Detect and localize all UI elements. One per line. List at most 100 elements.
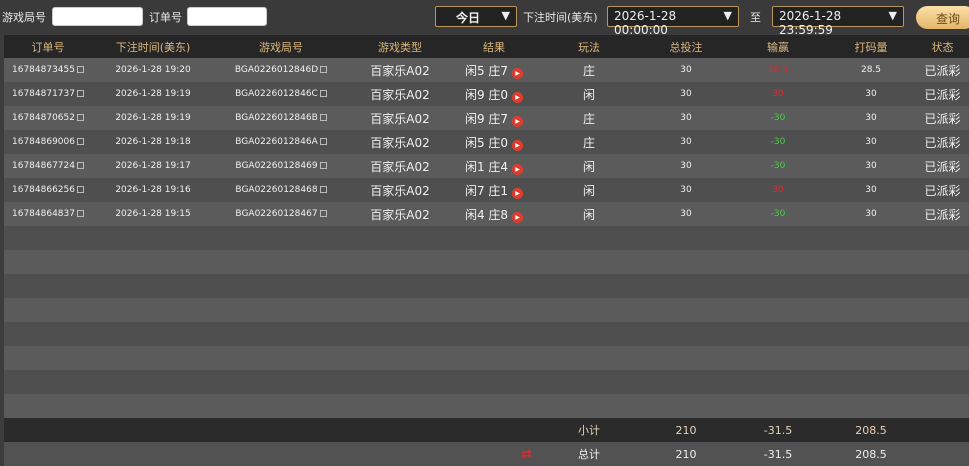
period-select[interactable]: 今日 ▼ xyxy=(435,6,517,27)
game-id: BGA02260128469 xyxy=(235,161,318,171)
end-time-select[interactable]: 2026-1-28 23:59:59 ▼ xyxy=(772,6,904,37)
bet-type: 庄 xyxy=(536,130,642,154)
subtotal-bet: 210 xyxy=(642,418,730,442)
game-id-input[interactable] xyxy=(52,7,143,26)
play-replay-icon[interactable]: ▶ xyxy=(512,91,524,103)
play-replay-icon[interactable]: ▶ xyxy=(512,187,524,199)
total-bet: 30 xyxy=(642,154,730,178)
copy-icon[interactable] xyxy=(77,210,84,217)
subtotal-row: 小计 210 -31.5 208.5 xyxy=(4,418,969,442)
copy-icon[interactable] xyxy=(77,114,84,121)
bet-type: 闲 xyxy=(536,202,642,226)
status: 已派彩 xyxy=(916,154,969,178)
play-replay-icon[interactable]: ▶ xyxy=(512,139,524,151)
win-loss: 28.5 xyxy=(730,58,826,82)
empty-row xyxy=(4,346,969,370)
result: 闲5 庄7 xyxy=(464,63,509,78)
column-header: 结果 xyxy=(452,35,536,58)
copy-icon[interactable] xyxy=(319,186,327,193)
period-value: 今日 xyxy=(455,11,480,25)
refresh-icon[interactable]: ⇄ xyxy=(521,446,532,462)
game-id: BGA0226012846A xyxy=(235,137,318,147)
turnover: 30 xyxy=(826,154,916,178)
to-label: 至 xyxy=(750,11,761,24)
win-loss: -30 xyxy=(730,130,826,154)
chevron-down-icon: ▼ xyxy=(723,9,732,22)
game-id: BGA0226012846B xyxy=(235,113,318,123)
bet-time: 2026-1-28 19:17 xyxy=(92,154,214,178)
chevron-down-icon: ▼ xyxy=(501,9,510,22)
filter-bar: 游戏局号 订单号 今日 ▼ 下注时间(美东) 2026-1-28 00:00:00… xyxy=(0,0,969,37)
play-replay-icon[interactable]: ▶ xyxy=(512,163,524,175)
query-button[interactable]: 查询 xyxy=(916,6,969,29)
bet-records-table: 订单号 下注时间(美东) 游戏局号 游戏类型 结果 玩法 总投注 输赢 打码量 状态 167848… xyxy=(4,35,969,466)
play-replay-icon[interactable]: ▶ xyxy=(512,115,524,127)
time-label: 下注时间(美东) xyxy=(523,11,598,24)
turnover: 30 xyxy=(826,130,916,154)
start-time-select[interactable]: 2026-1-28 00:00:00 ▼ xyxy=(607,6,739,37)
table-row: 16784864837 2026-1-28 19:15 BGA022601284… xyxy=(4,202,969,226)
copy-icon[interactable] xyxy=(77,90,84,97)
game-type: 百家乐A02 xyxy=(348,130,452,154)
copy-icon[interactable] xyxy=(77,162,84,169)
empty-row xyxy=(4,274,969,298)
empty-row xyxy=(4,370,969,394)
status: 已派彩 xyxy=(916,178,969,202)
order-number: 16784870652 xyxy=(12,113,75,123)
result: 闲7 庄1 xyxy=(464,183,509,198)
game-type: 百家乐A02 xyxy=(348,202,452,226)
order-number: 16784871737 xyxy=(12,89,75,99)
copy-icon[interactable] xyxy=(77,186,84,193)
total-win: -31.5 xyxy=(730,442,826,466)
table-row: 16784866256 2026-1-28 19:16 BGA022601284… xyxy=(4,178,969,202)
column-header: 游戏类型 xyxy=(348,35,452,58)
copy-icon[interactable] xyxy=(319,114,327,121)
copy-icon[interactable] xyxy=(319,90,327,97)
bet-type: 闲 xyxy=(536,178,642,202)
order-input[interactable] xyxy=(187,7,267,26)
end-time-value: 2026-1-28 23:59:59 xyxy=(779,9,842,37)
table-row: 16784871737 2026-1-28 19:19 BGA022601284… xyxy=(4,82,969,106)
game-id-label: 游戏局号 xyxy=(2,11,46,24)
bet-time: 2026-1-28 19:16 xyxy=(92,178,214,202)
total-label: 总计 xyxy=(536,442,642,466)
game-id: BGA02260128467 xyxy=(235,209,318,219)
copy-icon[interactable] xyxy=(319,210,327,217)
bet-time: 2026-1-28 19:19 xyxy=(92,82,214,106)
column-header: 玩法 xyxy=(536,35,642,58)
game-id: BGA02260128468 xyxy=(235,185,318,195)
total-bet: 210 xyxy=(642,442,730,466)
play-replay-icon[interactable]: ▶ xyxy=(512,67,524,79)
turnover: 28.5 xyxy=(826,58,916,82)
bet-time: 2026-1-28 19:18 xyxy=(92,130,214,154)
table-row: 16784867724 2026-1-28 19:17 BGA022601284… xyxy=(4,154,969,178)
bet-type: 闲 xyxy=(536,154,642,178)
empty-row xyxy=(4,250,969,274)
table-row: 16784870652 2026-1-28 19:19 BGA022601284… xyxy=(4,106,969,130)
column-header: 游戏局号 xyxy=(214,35,348,58)
subtotal-label: 小计 xyxy=(536,418,642,442)
copy-icon[interactable] xyxy=(77,138,84,145)
turnover: 30 xyxy=(826,82,916,106)
column-header: 打码量 xyxy=(826,35,916,58)
column-header: 总投注 xyxy=(642,35,730,58)
turnover: 30 xyxy=(826,202,916,226)
copy-icon[interactable] xyxy=(319,138,327,145)
copy-icon[interactable] xyxy=(77,66,84,73)
status: 已派彩 xyxy=(916,58,969,82)
play-replay-icon[interactable]: ▶ xyxy=(512,211,524,223)
result: 闲9 庄0 xyxy=(464,87,509,102)
bet-type: 庄 xyxy=(536,58,642,82)
empty-row xyxy=(4,298,969,322)
win-loss: -30 xyxy=(730,202,826,226)
game-id: BGA0226012846C xyxy=(235,89,318,99)
copy-icon[interactable] xyxy=(319,162,327,169)
bet-time: 2026-1-28 19:19 xyxy=(92,106,214,130)
bet-time: 2026-1-28 19:20 xyxy=(92,58,214,82)
game-type: 百家乐A02 xyxy=(348,154,452,178)
game-id: BGA0226012846D xyxy=(234,65,319,75)
copy-icon[interactable] xyxy=(320,66,328,73)
game-type: 百家乐A02 xyxy=(348,178,452,202)
column-header: 下注时间(美东) xyxy=(92,35,214,58)
bet-type: 庄 xyxy=(536,106,642,130)
